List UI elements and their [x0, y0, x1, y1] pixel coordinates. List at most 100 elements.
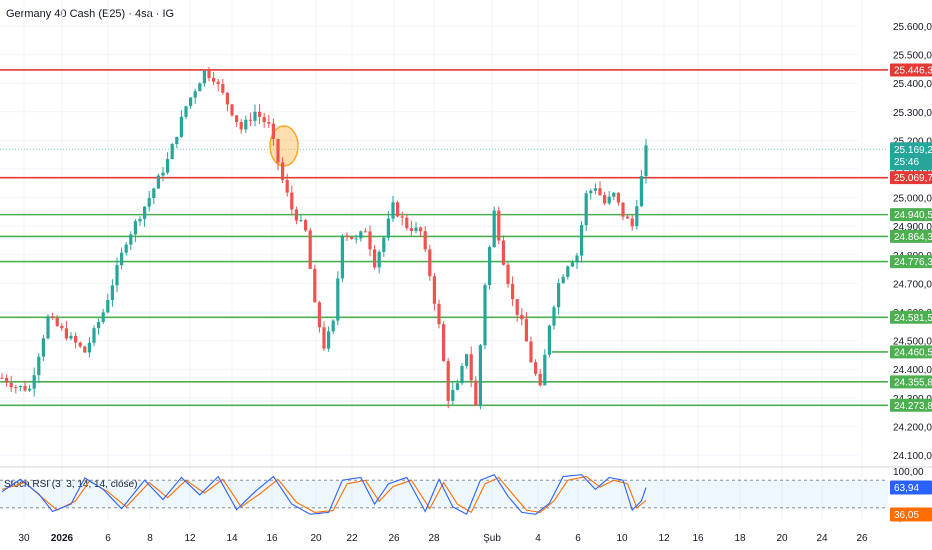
x-tick-label: Şub [483, 533, 501, 544]
price-badge [890, 255, 932, 269]
candle-body [566, 266, 570, 277]
candle-body [446, 361, 450, 401]
price-badge [890, 229, 932, 243]
candle-body [478, 345, 482, 406]
price-badge [890, 171, 932, 185]
candle-body [469, 354, 473, 381]
candle-body [124, 244, 128, 253]
countdown-label: 25:46 [894, 157, 919, 168]
candle-body [184, 106, 188, 117]
candle-body [235, 115, 239, 123]
x-tick-label: 2026 [51, 533, 74, 544]
candle-body [432, 276, 436, 304]
candle-body [9, 382, 13, 388]
x-tick-label: 20 [776, 533, 788, 544]
candle-body [607, 196, 611, 204]
price-badge-label: 24.864,3 [894, 232, 932, 243]
candle-body [87, 342, 91, 353]
candle-body [51, 316, 55, 318]
candle-body [299, 220, 303, 222]
x-tick-label: 26 [856, 533, 868, 544]
last-price-label: 25.169,2 [894, 145, 932, 156]
x-tick-label: 6 [575, 533, 581, 544]
x-tick-label: 20 [310, 533, 322, 544]
candle-body [547, 325, 551, 355]
candle-body [437, 303, 441, 325]
x-tick-label: 16 [266, 533, 278, 544]
candle-body [262, 116, 266, 123]
candle-body [74, 335, 78, 343]
candle-body [373, 249, 377, 268]
candle-body [359, 231, 363, 239]
price-badge [890, 398, 932, 412]
candle-body [106, 299, 110, 313]
price-badge [890, 310, 932, 324]
candle-body [253, 111, 257, 121]
price-badge-label: 24.460,5 [894, 347, 932, 358]
candle-body [363, 231, 367, 233]
candle-body [248, 119, 252, 121]
candle-body [0, 377, 4, 379]
x-tick-label: 30 [18, 533, 30, 544]
candle-body [189, 97, 193, 107]
candle-body [465, 354, 469, 366]
candle-body [603, 195, 607, 204]
candle-body [161, 172, 165, 176]
candle-body [120, 252, 124, 266]
stoch-rsi-label: Stoch RSI (3, 3, 14, 14, close) [4, 479, 137, 490]
candle-body [294, 209, 298, 221]
candle-body [110, 285, 114, 300]
x-tick-label: 4 [535, 533, 541, 544]
candle-body [115, 265, 119, 286]
price-badge-label: 63,94 [894, 483, 919, 494]
candle-body [18, 385, 22, 388]
candle-body [423, 231, 427, 250]
x-tick-label: 26 [388, 533, 400, 544]
candle-body [166, 159, 170, 173]
candle-body [331, 320, 335, 332]
grid [0, 0, 932, 520]
candle-body [460, 365, 464, 384]
candle-body [28, 388, 32, 391]
candle-body [340, 235, 344, 279]
candle-body [630, 218, 634, 227]
price-levels [0, 69, 888, 407]
y-tick-label: 25.300,0 [893, 108, 932, 119]
candle-body [97, 322, 101, 329]
x-tick-label: 12 [658, 533, 670, 544]
candle-body [515, 299, 519, 315]
y-tick-label: 25.600,0 [893, 22, 932, 33]
stoch-rsi-pane [0, 474, 888, 516]
y-tick-label: 25.000,0 [893, 194, 932, 205]
candle-body [354, 238, 358, 240]
candle-body [138, 218, 142, 222]
candle-body [501, 240, 505, 265]
y-tick-label: 24.200,0 [893, 422, 932, 433]
candle-body [391, 202, 395, 219]
x-tick-label: 18 [734, 533, 746, 544]
candle-body [327, 331, 331, 349]
candle-body [193, 91, 197, 98]
candle-body [46, 316, 50, 339]
candle-body [271, 123, 275, 140]
price-badges: 25.446,3 25.069,7 24.940,5 24.864,3 24.776,3… [890, 63, 932, 522]
candle-body [285, 179, 289, 193]
chart-title: Germany 40 Cash (E25) · 4sa · IG [6, 8, 175, 20]
candle-body [580, 225, 584, 256]
y-axis: 25.600,0 25.500,0 25.400,0 25.300,0 25.200,0… [893, 22, 932, 524]
candle-body [37, 356, 41, 376]
candle-body [216, 81, 220, 85]
candle-body [552, 307, 556, 326]
y-tick-label: 24.400,0 [893, 365, 932, 376]
candle-body [405, 217, 409, 229]
y-tick-label: 24.900,0 [893, 222, 932, 233]
candle-body [179, 116, 183, 137]
stoch-k-line [1, 474, 647, 516]
candle-body [258, 111, 262, 117]
candle-body [14, 387, 18, 389]
candle-body [598, 188, 602, 196]
price-badge-label: 36,05 [894, 510, 919, 521]
candle-body [561, 276, 565, 284]
candle-body [239, 122, 243, 130]
